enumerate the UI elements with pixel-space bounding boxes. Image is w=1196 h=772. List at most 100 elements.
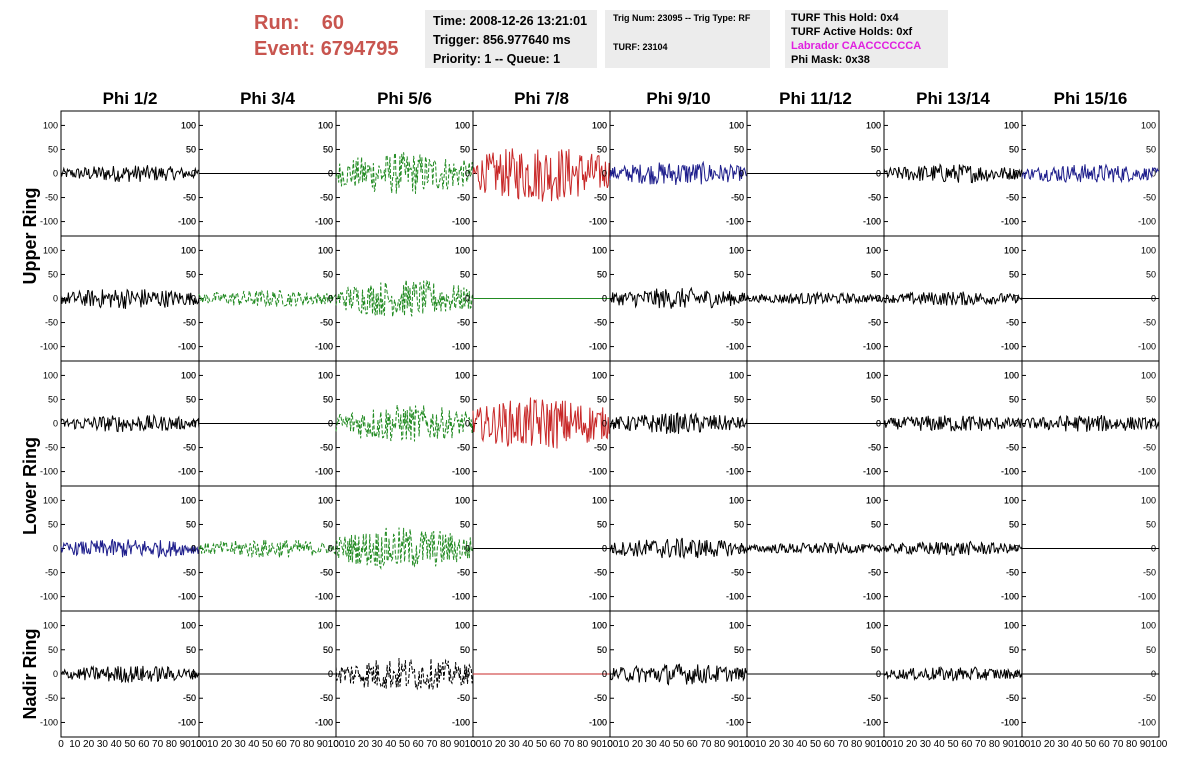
y-tick-label: 50	[871, 269, 881, 279]
y-tick-label: 50	[1009, 269, 1019, 279]
y-tick-label: 100	[592, 120, 607, 130]
y-tick-label: 0	[191, 169, 196, 179]
y-tick-label: -50	[868, 318, 881, 328]
waveform-trace	[883, 291, 1023, 306]
x-tick-label: 20	[221, 739, 233, 750]
y-tick-label: -50	[1143, 193, 1156, 203]
row-title: Nadir Ring	[20, 628, 40, 719]
y-tick-label: -50	[868, 193, 881, 203]
x-tick-label: 90	[591, 739, 603, 750]
y-tick-label: -50	[868, 693, 881, 703]
x-tick-label: 90	[180, 739, 192, 750]
phi-mask-text: Phi Mask: 0x38	[791, 54, 870, 66]
y-tick-label: 50	[871, 519, 881, 529]
y-tick-label: 100	[1004, 621, 1019, 631]
y-tick-label: 50	[460, 394, 470, 404]
y-tick-label: 0	[465, 294, 470, 304]
x-tick-label: 0	[196, 739, 202, 750]
y-tick-label: 100	[1004, 370, 1019, 380]
y-tick-label: -100	[726, 342, 744, 352]
y-tick-label: 50	[871, 645, 881, 655]
y-tick-label: -100	[1001, 342, 1019, 352]
y-tick-label: 50	[734, 645, 744, 655]
y-tick-label: 100	[592, 621, 607, 631]
y-tick-label: -50	[183, 568, 196, 578]
x-tick-label: 0	[333, 739, 339, 750]
x-tick-label: 0	[1019, 739, 1025, 750]
x-tick-label: 50	[810, 739, 822, 750]
y-tick-label: 50	[597, 519, 607, 529]
x-tick-label: 40	[522, 739, 534, 750]
y-tick-label: 50	[186, 269, 196, 279]
y-tick-label: 100	[729, 120, 744, 130]
x-tick-label: 50	[262, 739, 274, 750]
y-tick-label: -50	[731, 693, 744, 703]
x-tick-label: 10	[892, 739, 904, 750]
x-tick-label: 60	[687, 739, 699, 750]
y-tick-label: 50	[323, 394, 333, 404]
event-label: Event:	[254, 38, 316, 60]
y-tick-label: -100	[40, 217, 58, 227]
y-tick-label: 0	[328, 419, 333, 429]
y-tick-label: 100	[866, 495, 881, 505]
y-tick-label: 50	[323, 645, 333, 655]
y-tick-label: 50	[734, 269, 744, 279]
y-tick-label: -100	[1001, 342, 1019, 352]
x-tick-label: 10	[69, 739, 81, 750]
x-tick-label: 30	[646, 739, 658, 750]
x-tick-label: 30	[509, 739, 521, 750]
y-tick-label: -100	[178, 592, 196, 602]
y-tick-label: -50	[320, 318, 333, 328]
x-tick-label: 60	[413, 739, 425, 750]
y-tick-label: 0	[1014, 419, 1019, 429]
y-tick-label: -100	[178, 342, 196, 352]
y-tick-label: 100	[592, 245, 607, 255]
y-tick-label: 50	[48, 269, 58, 279]
y-tick-label: 50	[1009, 645, 1019, 655]
time-text: Time: 2008-12-26 13:21:01	[433, 14, 588, 28]
y-tick-label: -100	[178, 467, 196, 477]
x-tick-label: 0	[744, 739, 750, 750]
x-tick-label: 50	[947, 739, 959, 750]
y-tick-label: 100	[455, 370, 470, 380]
y-tick-label: 50	[1009, 519, 1019, 529]
y-tick-label: 0	[53, 544, 58, 554]
y-tick-label: -100	[589, 467, 607, 477]
y-tick-label: -50	[868, 443, 881, 453]
y-tick-label: 0	[739, 294, 744, 304]
x-tick-label: 70	[426, 739, 438, 750]
y-tick-label: -50	[183, 318, 196, 328]
y-tick-label: 50	[871, 645, 881, 655]
y-tick-label: 0	[876, 419, 881, 429]
x-tick-label: 0	[607, 739, 613, 750]
y-tick-label: 0	[465, 669, 470, 679]
x-tick-label: 20	[358, 739, 370, 750]
y-tick-label: -100	[315, 217, 333, 227]
x-tick-label: 50	[536, 739, 548, 750]
y-tick-label: 100	[592, 495, 607, 505]
y-tick-label: -50	[594, 693, 607, 703]
y-tick-label: -100	[452, 217, 470, 227]
y-tick-label: 50	[871, 269, 881, 279]
y-tick-label: -100	[452, 592, 470, 602]
y-tick-label: 100	[1004, 120, 1019, 130]
y-tick-label: -100	[178, 592, 196, 602]
y-tick-label: -50	[183, 693, 196, 703]
y-tick-label: 100	[455, 120, 470, 130]
y-tick-label: -100	[863, 217, 881, 227]
y-tick-label: -50	[457, 568, 470, 578]
y-tick-label: -50	[1006, 693, 1019, 703]
y-tick-label: -50	[320, 443, 333, 453]
y-tick-label: -50	[457, 568, 470, 578]
x-tick-label: 80	[851, 739, 863, 750]
y-tick-label: 100	[318, 245, 333, 255]
y-tick-label: 0	[191, 419, 196, 429]
y-tick-label: 100	[181, 370, 196, 380]
waveform-trace	[609, 412, 748, 434]
y-tick-label: -50	[457, 693, 470, 703]
y-tick-label: 100	[43, 495, 58, 505]
waveform-trace	[1021, 414, 1160, 432]
x-tick-label: 30	[372, 739, 384, 750]
y-tick-label: 100	[181, 245, 196, 255]
y-tick-label: -100	[863, 592, 881, 602]
